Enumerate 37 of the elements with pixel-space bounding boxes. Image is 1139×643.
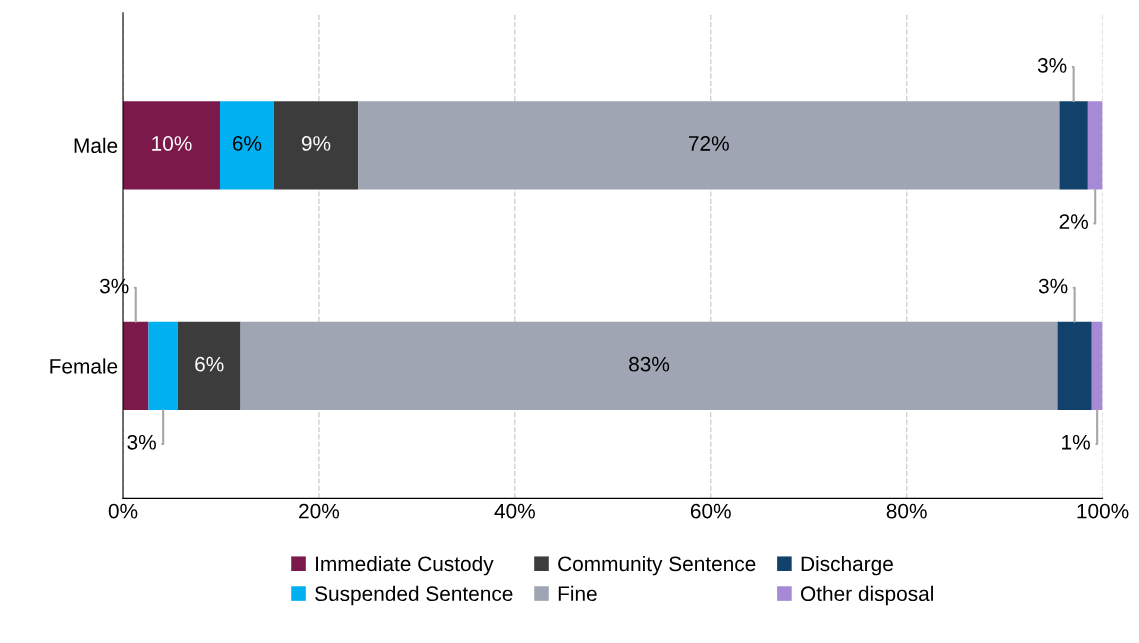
- bar: [123, 321, 149, 411]
- legend-label: Discharge: [801, 555, 893, 576]
- bar: [177, 321, 241, 411]
- data-label: 72%: [689, 136, 729, 151]
- data-label: 6%: [232, 136, 262, 151]
- y-tick-label: Female: [50, 358, 118, 374]
- y-tick-label: Male: [74, 137, 118, 154]
- legend-label: Community Sentence: [558, 555, 756, 576]
- bar: [1057, 321, 1092, 411]
- bar: [240, 321, 1058, 411]
- bar: [358, 101, 1060, 190]
- bar: [1059, 101, 1088, 190]
- data-label: 2%: [1059, 214, 1088, 229]
- bar: [219, 101, 274, 190]
- data-label: 1%: [1062, 434, 1090, 450]
- data-label: 3%: [1037, 57, 1067, 73]
- data-label: 10%: [152, 136, 192, 151]
- data-label: 6%: [195, 356, 224, 372]
- legend-label: Fine: [558, 585, 597, 602]
- x-tick-label: 60%: [690, 503, 731, 519]
- bar: [273, 101, 359, 190]
- x-tick-label: 100%: [1077, 503, 1129, 519]
- legend-label: Suspended Sentence: [315, 585, 513, 606]
- legend-label: Immediate Custody: [316, 555, 494, 576]
- data-label: 83%: [629, 356, 670, 372]
- bar: [1087, 101, 1103, 190]
- data-label: 3%: [127, 434, 156, 450]
- bar: [148, 321, 178, 411]
- x-tick-label: 80%: [886, 503, 927, 519]
- bar: [123, 101, 220, 190]
- data-label: 3%: [1038, 278, 1068, 294]
- x-tick-label: 20%: [299, 503, 340, 519]
- x-tick-label: 0%: [108, 503, 138, 519]
- bar: [1091, 321, 1103, 411]
- data-label: 9%: [301, 136, 331, 151]
- x-tick-label: 40%: [494, 503, 535, 519]
- legend-label: Other disposal: [801, 585, 933, 606]
